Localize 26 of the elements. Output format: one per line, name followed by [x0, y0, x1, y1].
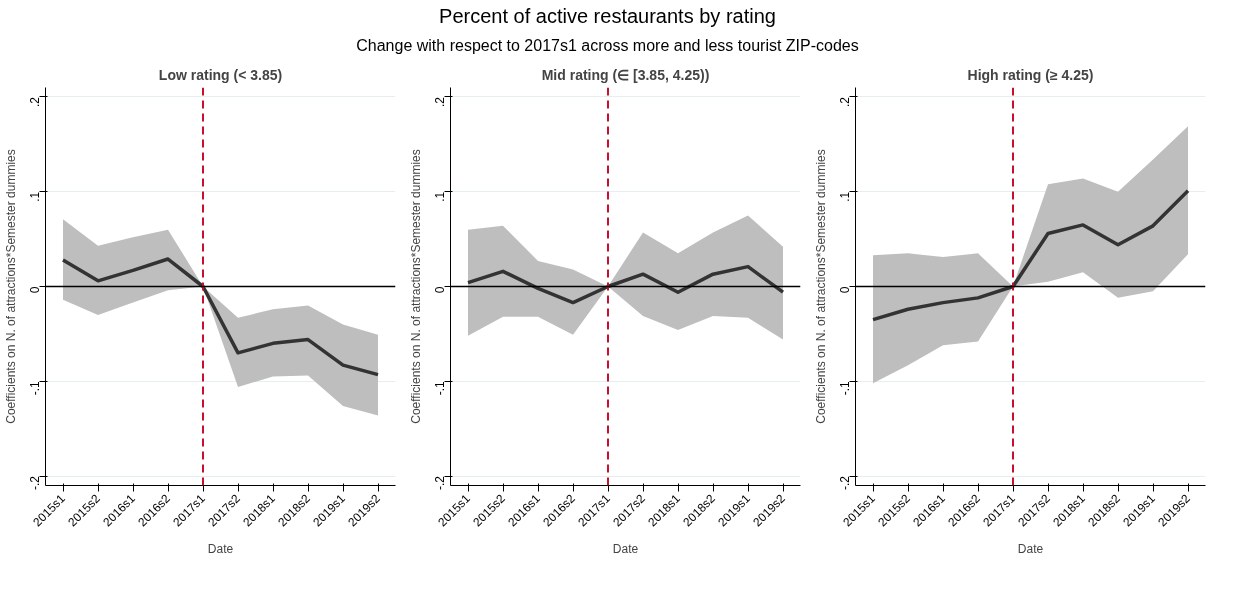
text: Change with respect to 2017s1 across more and less tourist ZIP-codes: [356, 35, 859, 56]
y-tick-label: .2: [433, 97, 447, 108]
y-tick-label: 0: [838, 286, 852, 294]
y-tick-label: -.2: [838, 476, 852, 491]
y-tick-label: .1: [28, 191, 42, 203]
y-tick-label: -.2: [28, 476, 42, 491]
y-tick-label: .1: [838, 191, 852, 203]
y-tick-label: 0: [433, 286, 447, 294]
chart-title: High rating (≥ 4.25): [967, 66, 1094, 83]
y-axis-title: Coefficients on N. of attractions*Semester dummies: [3, 149, 18, 425]
y-tick-label: -.1: [433, 381, 447, 396]
y-tick-label: .2: [838, 97, 852, 108]
chart-title: Low rating (< 3.85): [158, 66, 283, 83]
y-axis-title: Coefficients on N. of attractions*Semester dummies: [813, 149, 828, 425]
x-axis-title: Date: [207, 542, 234, 557]
y-axis-title: Coefficients on N. of attractions*Semester dummies: [408, 149, 423, 425]
y-tick-label: .2: [28, 97, 42, 108]
y-tick-label: .1: [433, 191, 447, 203]
text: Percent of active restaurants by rating: [439, 4, 776, 29]
y-tick-label: -.1: [28, 381, 42, 396]
y-tick-label: 0: [28, 286, 42, 294]
y-tick-label: -.2: [433, 476, 447, 491]
x-axis-title: Date: [1017, 542, 1044, 557]
y-tick-label: -.1: [838, 381, 852, 396]
chart-title: Mid rating (∈ [3.85, 4.25)): [541, 66, 710, 83]
x-axis-title: Date: [612, 542, 639, 557]
